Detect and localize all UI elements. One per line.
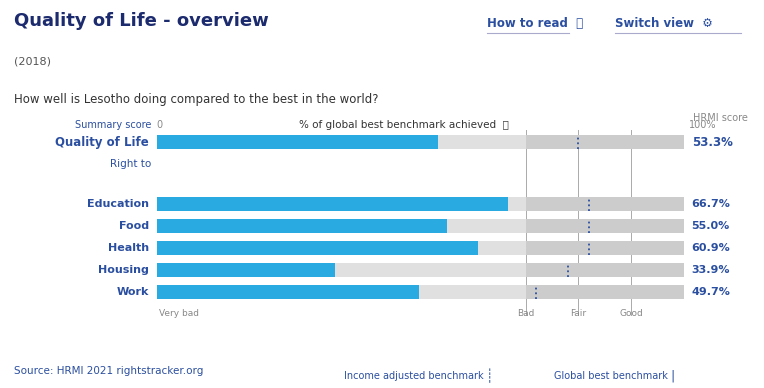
Bar — [157, 241, 478, 255]
Text: 66.7%: 66.7% — [691, 199, 730, 209]
Bar — [157, 135, 438, 149]
Text: Income adjusted benchmark: Income adjusted benchmark — [344, 371, 484, 381]
Text: 55.0%: 55.0% — [691, 221, 730, 231]
Bar — [526, 241, 684, 255]
Bar — [157, 197, 684, 211]
Bar — [157, 219, 684, 233]
Bar — [157, 263, 335, 277]
Text: Fair: Fair — [570, 309, 587, 318]
Bar — [526, 135, 684, 149]
Bar — [157, 285, 419, 299]
Text: Quality of Life: Quality of Life — [55, 135, 149, 149]
Text: HRMI score: HRMI score — [693, 113, 748, 123]
Text: Health: Health — [108, 243, 149, 253]
Text: 0: 0 — [157, 120, 163, 130]
Text: Global best benchmark: Global best benchmark — [554, 371, 668, 381]
Bar — [526, 197, 684, 211]
Text: Education: Education — [86, 199, 149, 209]
Text: How to read  ⓘ: How to read ⓘ — [487, 17, 584, 31]
Text: Quality of Life - overview: Quality of Life - overview — [14, 12, 268, 29]
Bar — [157, 241, 684, 255]
Text: 33.9%: 33.9% — [691, 265, 730, 275]
Text: Right to: Right to — [110, 159, 151, 169]
Text: (2018): (2018) — [14, 56, 50, 66]
Bar — [526, 285, 684, 299]
Text: How well is Lesotho doing compared to the best in the world?: How well is Lesotho doing compared to th… — [14, 93, 378, 106]
Text: ┊: ┊ — [486, 369, 494, 383]
Text: 60.9%: 60.9% — [691, 243, 730, 253]
Text: Food: Food — [118, 221, 149, 231]
Text: Good: Good — [619, 309, 643, 318]
Text: Summary score: Summary score — [75, 120, 151, 130]
Bar — [526, 263, 684, 277]
Text: Housing: Housing — [98, 265, 149, 275]
Text: 49.7%: 49.7% — [691, 287, 730, 297]
Text: % of global best benchmark achieved  ⓘ: % of global best benchmark achieved ⓘ — [299, 120, 510, 130]
Bar — [526, 219, 684, 233]
Bar — [157, 219, 446, 233]
Text: Bad: Bad — [517, 309, 534, 318]
Text: Very bad: Very bad — [159, 309, 199, 318]
Text: 100%: 100% — [689, 120, 717, 130]
Text: Work: Work — [116, 287, 149, 297]
Bar — [157, 285, 684, 299]
Bar — [157, 135, 684, 149]
Bar — [157, 263, 684, 277]
Text: |: | — [671, 369, 675, 382]
Text: Source: HRMI 2021 rightstracker.org: Source: HRMI 2021 rightstracker.org — [14, 366, 203, 376]
Text: 53.3%: 53.3% — [691, 135, 733, 149]
Bar — [157, 197, 508, 211]
Text: Switch view  ⚙: Switch view ⚙ — [615, 17, 713, 31]
